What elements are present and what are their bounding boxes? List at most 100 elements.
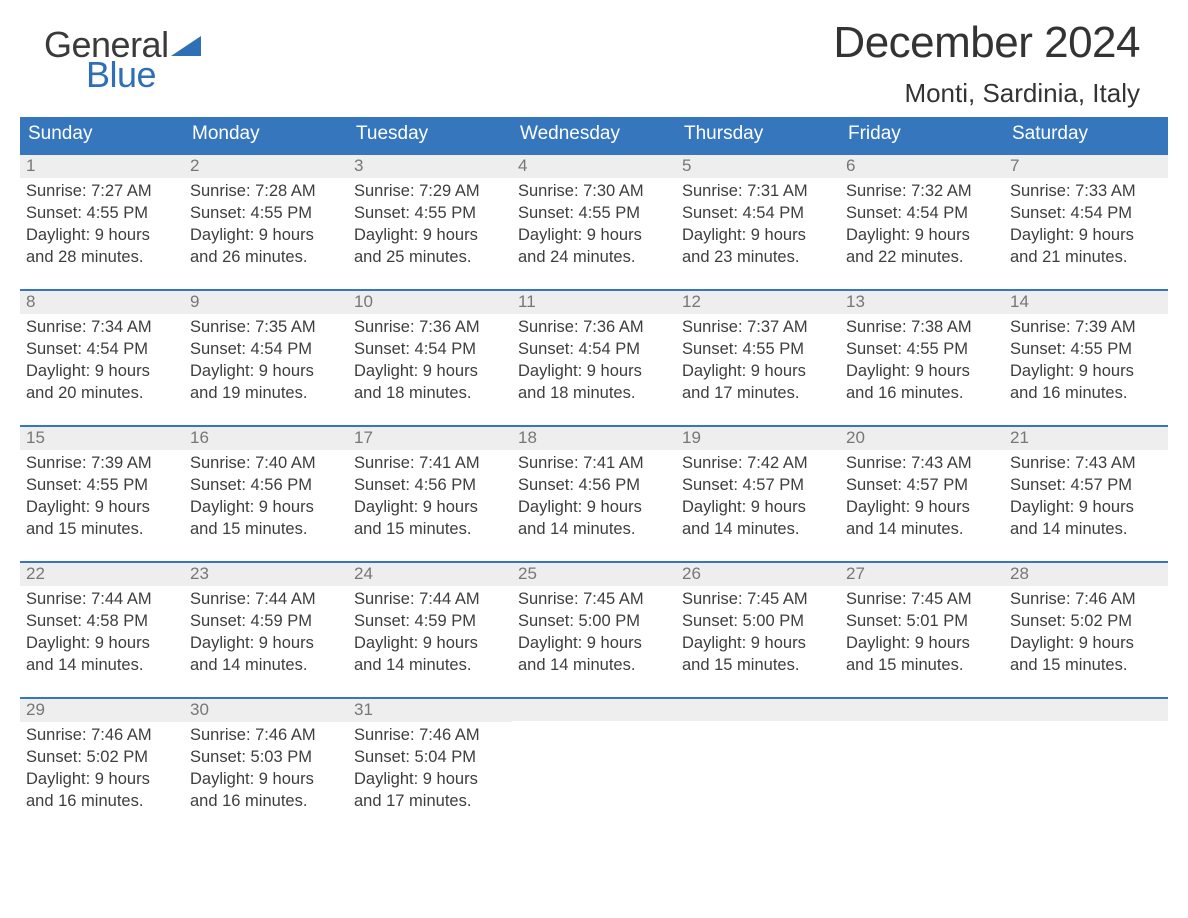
daylight-line2: and 17 minutes. <box>354 791 506 813</box>
daylight-line2: and 18 minutes. <box>354 383 506 405</box>
daylight-line1: Daylight: 9 hours <box>846 497 998 519</box>
sunset-line: Sunset: 4:57 PM <box>682 475 834 497</box>
sunset-line: Sunset: 4:55 PM <box>846 339 998 361</box>
calendar-cell: 4Sunrise: 7:30 AMSunset: 4:55 PMDaylight… <box>512 153 676 289</box>
daylight-line1: Daylight: 9 hours <box>846 633 998 655</box>
empty-day-header <box>676 697 840 721</box>
daylight-line2: and 16 minutes. <box>846 383 998 405</box>
day-number: 1 <box>20 153 184 178</box>
sunrise-line: Sunrise: 7:46 AM <box>26 725 178 747</box>
calendar-cell: 3Sunrise: 7:29 AMSunset: 4:55 PMDaylight… <box>348 153 512 289</box>
day-details: Sunrise: 7:36 AMSunset: 4:54 PMDaylight:… <box>348 314 512 411</box>
day-number: 16 <box>184 425 348 450</box>
daylight-line1: Daylight: 9 hours <box>518 497 670 519</box>
calendar-row: 15Sunrise: 7:39 AMSunset: 4:55 PMDayligh… <box>20 425 1168 561</box>
sunrise-line: Sunrise: 7:37 AM <box>682 317 834 339</box>
daylight-line1: Daylight: 9 hours <box>1010 225 1162 247</box>
brand-sail-icon <box>171 36 201 56</box>
sunset-line: Sunset: 4:55 PM <box>1010 339 1162 361</box>
day-details: Sunrise: 7:45 AMSunset: 5:00 PMDaylight:… <box>512 586 676 683</box>
daylight-line2: and 19 minutes. <box>190 383 342 405</box>
calendar-cell: 11Sunrise: 7:36 AMSunset: 4:54 PMDayligh… <box>512 289 676 425</box>
sunset-line: Sunset: 4:54 PM <box>846 203 998 225</box>
sunset-line: Sunset: 5:00 PM <box>682 611 834 633</box>
daylight-line1: Daylight: 9 hours <box>1010 361 1162 383</box>
sunset-line: Sunset: 4:56 PM <box>518 475 670 497</box>
day-number: 10 <box>348 289 512 314</box>
weekday-header: Tuesday <box>348 117 512 153</box>
calendar-row: 8Sunrise: 7:34 AMSunset: 4:54 PMDaylight… <box>20 289 1168 425</box>
day-details: Sunrise: 7:42 AMSunset: 4:57 PMDaylight:… <box>676 450 840 547</box>
daylight-line1: Daylight: 9 hours <box>682 633 834 655</box>
brand-logo: General Blue <box>20 18 201 89</box>
header: General Blue December 2024 Monti, Sardin… <box>20 18 1168 109</box>
daylight-line1: Daylight: 9 hours <box>682 361 834 383</box>
day-number: 22 <box>20 561 184 586</box>
sunrise-line: Sunrise: 7:39 AM <box>26 453 178 475</box>
day-details: Sunrise: 7:28 AMSunset: 4:55 PMDaylight:… <box>184 178 348 275</box>
sunrise-line: Sunrise: 7:43 AM <box>846 453 998 475</box>
daylight-line1: Daylight: 9 hours <box>190 225 342 247</box>
day-details: Sunrise: 7:44 AMSunset: 4:59 PMDaylight:… <box>184 586 348 683</box>
day-details: Sunrise: 7:35 AMSunset: 4:54 PMDaylight:… <box>184 314 348 411</box>
daylight-line2: and 14 minutes. <box>190 655 342 677</box>
calendar-cell <box>512 697 676 833</box>
day-number: 3 <box>348 153 512 178</box>
daylight-line1: Daylight: 9 hours <box>354 497 506 519</box>
day-number: 27 <box>840 561 1004 586</box>
calendar-cell <box>1004 697 1168 833</box>
calendar-cell: 17Sunrise: 7:41 AMSunset: 4:56 PMDayligh… <box>348 425 512 561</box>
calendar-cell: 18Sunrise: 7:41 AMSunset: 4:56 PMDayligh… <box>512 425 676 561</box>
calendar-cell: 21Sunrise: 7:43 AMSunset: 4:57 PMDayligh… <box>1004 425 1168 561</box>
sunset-line: Sunset: 5:01 PM <box>846 611 998 633</box>
weekday-header: Monday <box>184 117 348 153</box>
calendar-cell: 1Sunrise: 7:27 AMSunset: 4:55 PMDaylight… <box>20 153 184 289</box>
brand-word2: Blue <box>44 60 201 90</box>
day-details: Sunrise: 7:45 AMSunset: 5:00 PMDaylight:… <box>676 586 840 683</box>
sunrise-line: Sunrise: 7:39 AM <box>1010 317 1162 339</box>
day-number: 21 <box>1004 425 1168 450</box>
calendar-cell: 16Sunrise: 7:40 AMSunset: 4:56 PMDayligh… <box>184 425 348 561</box>
daylight-line2: and 25 minutes. <box>354 247 506 269</box>
day-details: Sunrise: 7:40 AMSunset: 4:56 PMDaylight:… <box>184 450 348 547</box>
sunset-line: Sunset: 5:00 PM <box>518 611 670 633</box>
sunset-line: Sunset: 4:55 PM <box>190 203 342 225</box>
day-details: Sunrise: 7:32 AMSunset: 4:54 PMDaylight:… <box>840 178 1004 275</box>
sunrise-line: Sunrise: 7:44 AM <box>26 589 178 611</box>
day-number: 12 <box>676 289 840 314</box>
sunset-line: Sunset: 4:55 PM <box>518 203 670 225</box>
day-details: Sunrise: 7:45 AMSunset: 5:01 PMDaylight:… <box>840 586 1004 683</box>
sunset-line: Sunset: 4:55 PM <box>26 203 178 225</box>
day-details: Sunrise: 7:29 AMSunset: 4:55 PMDaylight:… <box>348 178 512 275</box>
sunset-line: Sunset: 4:55 PM <box>354 203 506 225</box>
sunset-line: Sunset: 4:54 PM <box>354 339 506 361</box>
calendar-cell: 9Sunrise: 7:35 AMSunset: 4:54 PMDaylight… <box>184 289 348 425</box>
daylight-line2: and 23 minutes. <box>682 247 834 269</box>
daylight-line1: Daylight: 9 hours <box>682 225 834 247</box>
sunrise-line: Sunrise: 7:46 AM <box>1010 589 1162 611</box>
calendar-cell: 8Sunrise: 7:34 AMSunset: 4:54 PMDaylight… <box>20 289 184 425</box>
day-number: 19 <box>676 425 840 450</box>
calendar-row: 1Sunrise: 7:27 AMSunset: 4:55 PMDaylight… <box>20 153 1168 289</box>
sunset-line: Sunset: 4:58 PM <box>26 611 178 633</box>
sunrise-line: Sunrise: 7:41 AM <box>518 453 670 475</box>
sunrise-line: Sunrise: 7:36 AM <box>354 317 506 339</box>
daylight-line2: and 15 minutes. <box>354 519 506 541</box>
sunset-line: Sunset: 4:59 PM <box>354 611 506 633</box>
sunrise-line: Sunrise: 7:35 AM <box>190 317 342 339</box>
daylight-line2: and 14 minutes. <box>846 519 998 541</box>
daylight-line1: Daylight: 9 hours <box>518 225 670 247</box>
calendar-cell: 26Sunrise: 7:45 AMSunset: 5:00 PMDayligh… <box>676 561 840 697</box>
daylight-line2: and 26 minutes. <box>190 247 342 269</box>
daylight-line1: Daylight: 9 hours <box>1010 633 1162 655</box>
daylight-line2: and 20 minutes. <box>26 383 178 405</box>
empty-day-header <box>512 697 676 721</box>
day-details: Sunrise: 7:39 AMSunset: 4:55 PMDaylight:… <box>20 450 184 547</box>
day-number: 9 <box>184 289 348 314</box>
day-number: 26 <box>676 561 840 586</box>
calendar-cell: 15Sunrise: 7:39 AMSunset: 4:55 PMDayligh… <box>20 425 184 561</box>
weekday-header: Saturday <box>1004 117 1168 153</box>
day-details: Sunrise: 7:33 AMSunset: 4:54 PMDaylight:… <box>1004 178 1168 275</box>
day-details: Sunrise: 7:41 AMSunset: 4:56 PMDaylight:… <box>348 450 512 547</box>
title-block: December 2024 Monti, Sardinia, Italy <box>833 18 1168 109</box>
